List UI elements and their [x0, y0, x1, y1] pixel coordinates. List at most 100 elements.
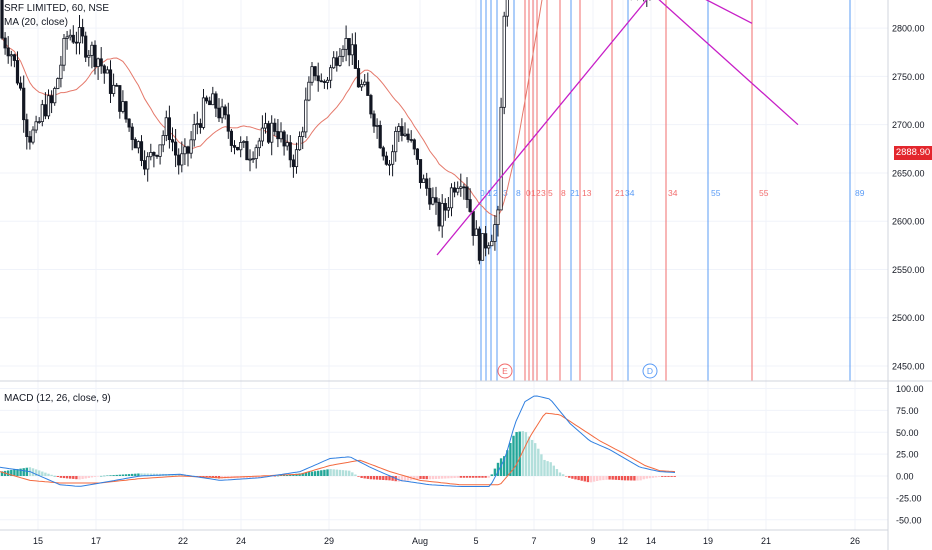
macd-histogram-bar: [59, 476, 63, 478]
fib-blue-label: 1: [487, 188, 492, 198]
candle-body: [350, 44, 354, 56]
macd-histogram-bar: [391, 476, 394, 481]
candle-body: [105, 69, 109, 74]
macd-histogram-bar: [127, 474, 131, 476]
macd-histogram-bar: [490, 474, 493, 476]
candle-body: [480, 233, 485, 261]
macd-histogram-bar: [109, 475, 112, 476]
time-tick-label: 12: [618, 536, 628, 546]
candle-body: [319, 80, 323, 83]
candle-body: [273, 122, 277, 132]
candle-body: [242, 141, 246, 143]
macd-legend[interactable]: MACD (12, 26, close, 9): [4, 393, 111, 404]
candle-body: [403, 133, 407, 136]
macd-histogram-bar: [273, 476, 276, 477]
macd-histogram-bar: [344, 470, 348, 476]
macd-histogram-bar: [397, 476, 400, 482]
macd-tick-label: 100.00: [896, 384, 924, 394]
macd-histogram-bar: [537, 448, 540, 476]
macd-histogram-bar: [447, 476, 450, 479]
candle-body: [223, 106, 227, 116]
candle-body: [369, 95, 373, 115]
macd-histogram-bar: [379, 476, 382, 480]
macd-histogram-bar: [121, 474, 125, 476]
candle-body: [313, 66, 317, 77]
time-tick-label: 17: [91, 536, 101, 546]
macd-histogram-bar: [251, 476, 255, 478]
candle-body: [68, 34, 72, 38]
candle-body: [146, 156, 150, 170]
macd-histogram-bar: [431, 476, 435, 480]
macd-tick-label: -50.00: [896, 515, 922, 525]
candle-body: [149, 152, 153, 158]
candle-body: [384, 155, 389, 165]
macd-histogram-bar: [493, 468, 497, 476]
macd-histogram-bar: [202, 476, 205, 477]
candle-body: [332, 57, 336, 69]
fib-red-label: 5: [548, 188, 553, 198]
macd-histogram-bar: [524, 432, 528, 476]
macd-histogram-bar: [0, 471, 4, 476]
candle-body: [341, 48, 345, 57]
candle-body: [9, 54, 13, 57]
candle-body: [127, 118, 131, 128]
candle-body: [375, 125, 379, 127]
macd-histogram-bar: [437, 476, 441, 479]
macd-histogram-bar: [472, 476, 475, 478]
macd-histogram-bar: [276, 475, 280, 477]
time-tick-label: 21: [761, 536, 771, 546]
candle-body: [462, 186, 466, 189]
macd-histogram-bar: [639, 476, 642, 481]
macd-histogram-bar: [661, 476, 664, 477]
moving-average-line: [1, 0, 543, 217]
macd-line: [0, 395, 676, 487]
macd-histogram-bar: [568, 476, 571, 478]
candle-body: [56, 78, 60, 89]
macd-histogram-bar: [366, 476, 369, 479]
macd-histogram-bar: [465, 476, 469, 478]
candle-body: [421, 178, 426, 183]
price-tick-label: 2550.00: [892, 265, 925, 275]
macd-histogram-bar: [413, 476, 416, 480]
macd-tick-label: 75.00: [896, 406, 919, 416]
candle-body: [229, 130, 233, 146]
macd-histogram-bar: [422, 476, 425, 480]
candle-body: [437, 201, 441, 227]
candle-body: [409, 139, 413, 141]
macd-histogram-bar: [174, 474, 177, 476]
candle-body: [459, 186, 463, 189]
symbol-legend[interactable]: SRF LIMITED, 60, NSE: [4, 3, 110, 14]
macd-histogram-bar: [248, 476, 252, 478]
macd-histogram-bar: [614, 476, 617, 480]
macd-histogram-bar: [196, 476, 199, 477]
candle-body: [62, 38, 66, 66]
candle-body: [307, 81, 311, 101]
macd-histogram-bar: [25, 467, 28, 476]
macd-histogram-bar: [47, 473, 50, 476]
macd-histogram-bar: [180, 474, 183, 476]
candle-body: [74, 41, 78, 44]
candle-body: [186, 146, 190, 154]
candle-body: [93, 44, 97, 67]
ma-legend[interactable]: MA (20, close): [4, 17, 68, 28]
macd-histogram-bar: [19, 468, 22, 476]
candle-body: [130, 126, 134, 140]
macd-histogram-bar: [286, 474, 289, 476]
macd-histogram-bar: [468, 476, 472, 478]
candle-body: [412, 139, 416, 150]
fib-red-label: 0: [526, 188, 531, 198]
macd-signal-line: [0, 412, 676, 486]
time-tick-label: 5: [473, 536, 478, 546]
macd-histogram-bar: [561, 474, 565, 476]
macd-histogram-bar: [313, 471, 317, 476]
fib-red-label: 3: [541, 188, 546, 198]
macd-histogram-bar: [90, 476, 94, 478]
candle-body: [31, 129, 35, 143]
macd-tick-label: 50.00: [896, 428, 919, 438]
fib-blue-label: 0: [480, 188, 485, 198]
macd-histogram-bar: [478, 476, 481, 478]
fibonacci-time-zones[interactable]: 0 1 2 3 8 21 34 55 890 1 2 3 5 8 13 21 34 55: [480, 0, 865, 381]
